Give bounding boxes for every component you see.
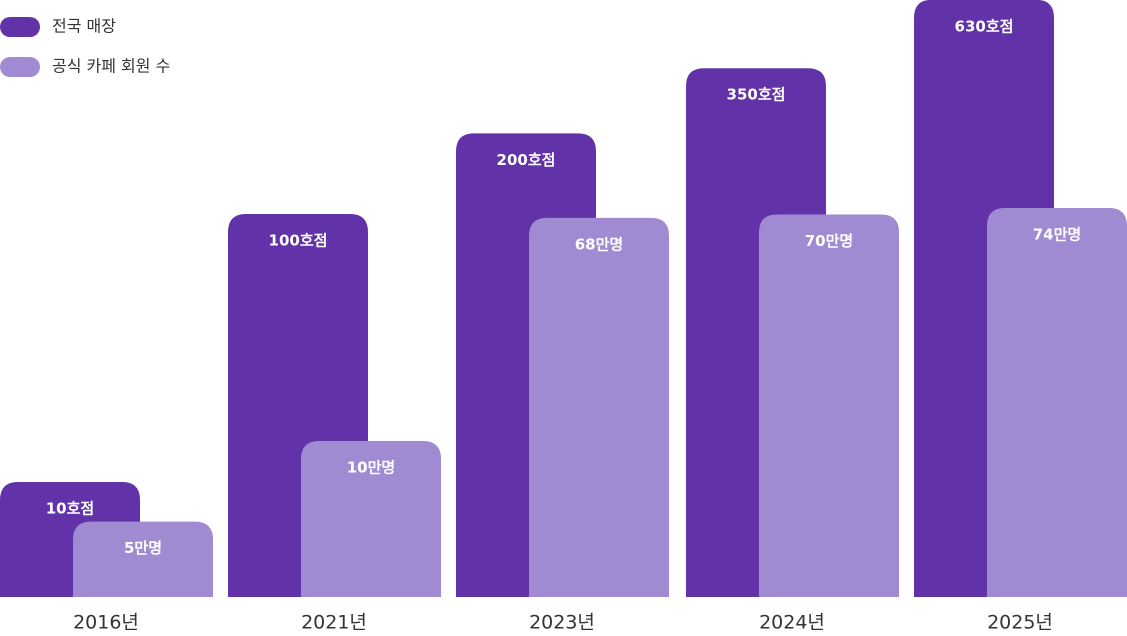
- bar: [529, 217, 669, 597]
- value-label: 68만명: [575, 235, 623, 253]
- bar: [987, 208, 1127, 597]
- x-tick-label: 2024년: [759, 612, 825, 634]
- legend-label: 전국 매장: [52, 17, 116, 36]
- legend-swatch: [0, 57, 40, 77]
- value-label: 10만명: [347, 459, 395, 477]
- value-label: 350호점: [727, 86, 786, 104]
- x-tick-label: 2025년: [987, 612, 1053, 634]
- value-label: 5만명: [124, 539, 162, 557]
- value-label: 100호점: [269, 232, 328, 250]
- value-label: 630호점: [955, 17, 1014, 35]
- bar: [301, 441, 441, 597]
- legend-swatch: [0, 17, 40, 37]
- x-tick-label: 2023년: [529, 612, 595, 634]
- value-label: 200호점: [497, 151, 556, 169]
- x-tick-label: 2021년: [301, 612, 367, 634]
- legend-label: 공식 카페 회원 수: [52, 57, 170, 76]
- bar: [73, 521, 213, 597]
- bar: [759, 214, 899, 597]
- x-tick-label: 2016년: [73, 612, 139, 634]
- value-label: 70만명: [805, 232, 853, 250]
- value-label: 10호점: [46, 500, 94, 518]
- value-label: 74만명: [1033, 226, 1081, 244]
